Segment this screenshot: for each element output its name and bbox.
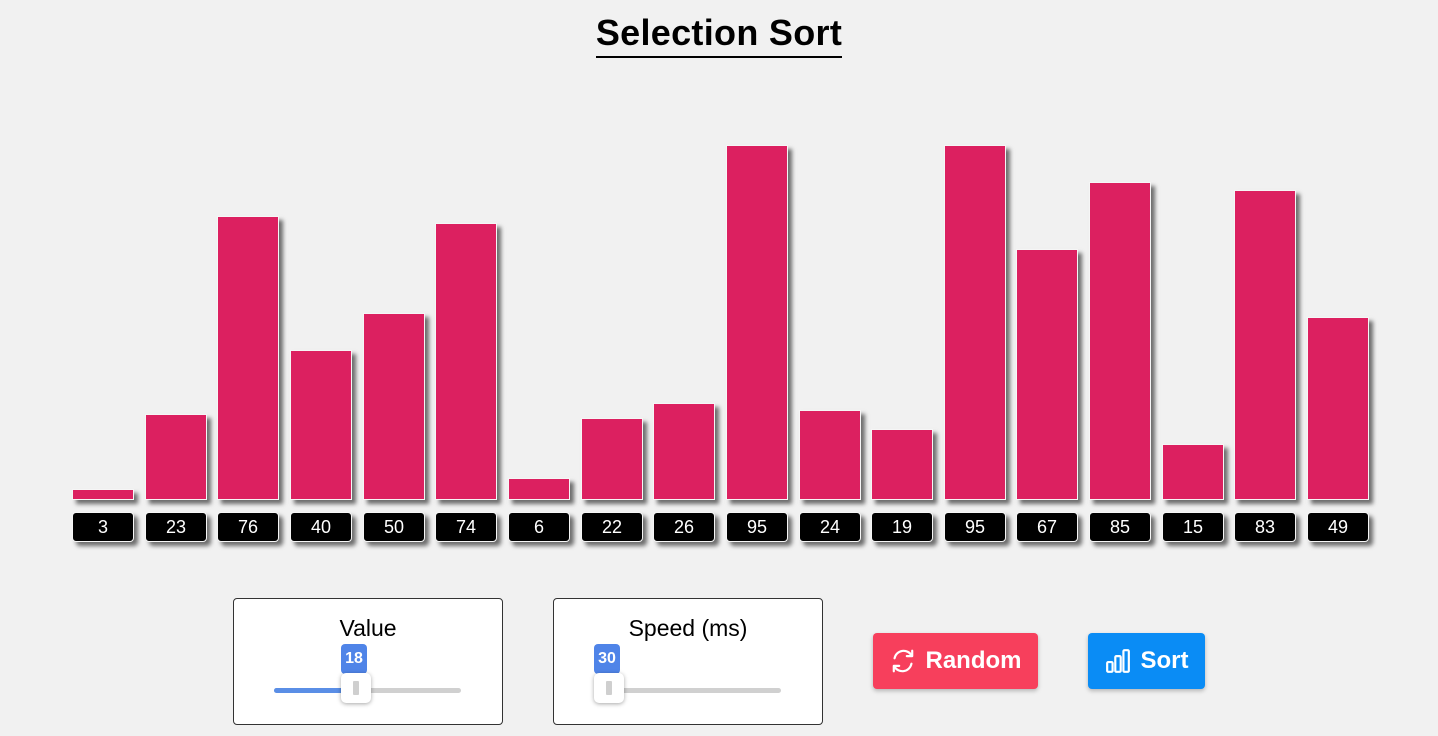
- speed-slider-handle[interactable]: [594, 673, 624, 703]
- bar-value-label: 40: [290, 512, 352, 542]
- bar: [145, 414, 207, 500]
- bar-value-label: 85: [1089, 512, 1151, 542]
- refresh-icon: [890, 648, 916, 674]
- page-title: Selection Sort: [595, 12, 843, 58]
- bar-value-label: 76: [217, 512, 279, 542]
- bar-value-label: 23: [145, 512, 207, 542]
- bar: [217, 216, 279, 500]
- bar-value-label: 95: [944, 512, 1006, 542]
- bar: [363, 313, 425, 500]
- bar-value-label: 15: [1162, 512, 1224, 542]
- bar-value-label: 50: [363, 512, 425, 542]
- bar: [726, 145, 788, 500]
- value-slider-tooltip: 18: [341, 644, 367, 674]
- speed-slider-tooltip: 30: [594, 644, 620, 674]
- bar-value-label: 3: [72, 512, 134, 542]
- bar: [72, 489, 134, 500]
- bar-chart: 3 23 76 40 50 74 6 22 26 95 24 19 95 67 85 15 83 49: [72, 145, 1369, 542]
- bar-chart-icon: [1105, 648, 1131, 674]
- bar: [1234, 190, 1296, 500]
- bar: [1016, 249, 1078, 500]
- bar: [435, 223, 497, 500]
- bar-value-label: 67: [1016, 512, 1078, 542]
- speed-slider-panel: Speed (ms) 30: [553, 598, 823, 725]
- bar-value-label: 19: [871, 512, 933, 542]
- bar-value-label: 49: [1307, 512, 1369, 542]
- bar: [581, 418, 643, 500]
- bar: [871, 429, 933, 500]
- bar: [508, 478, 570, 500]
- sort-button[interactable]: Sort: [1088, 633, 1205, 689]
- random-button[interactable]: Random: [873, 633, 1038, 689]
- value-slider-handle[interactable]: [341, 673, 371, 703]
- bar-value-label: 24: [799, 512, 861, 542]
- value-slider-label: Value: [339, 615, 397, 641]
- random-button-label: Random: [925, 647, 1022, 674]
- bar-value-label: 95: [726, 512, 788, 542]
- bar-value-label: 22: [581, 512, 643, 542]
- title-container: Selection Sort: [0, 12, 1438, 58]
- bar-value-label: 6: [508, 512, 570, 542]
- value-slider-panel: Value 18: [233, 598, 503, 725]
- bar: [944, 145, 1006, 500]
- bar-value-label: 83: [1234, 512, 1296, 542]
- speed-slider[interactable]: 30: [594, 644, 781, 703]
- bar: [799, 410, 861, 500]
- value-slider[interactable]: 18: [274, 644, 461, 703]
- bar: [1089, 182, 1151, 500]
- bar: [290, 350, 352, 500]
- bar: [1162, 444, 1224, 500]
- bar-value-label: 26: [653, 512, 715, 542]
- bar: [1307, 317, 1369, 500]
- value-slider-fill: [274, 688, 356, 693]
- sort-button-label: Sort: [1140, 647, 1189, 674]
- speed-slider-label: Speed (ms): [628, 615, 748, 641]
- bar: [653, 403, 715, 500]
- bar-value-label: 74: [435, 512, 497, 542]
